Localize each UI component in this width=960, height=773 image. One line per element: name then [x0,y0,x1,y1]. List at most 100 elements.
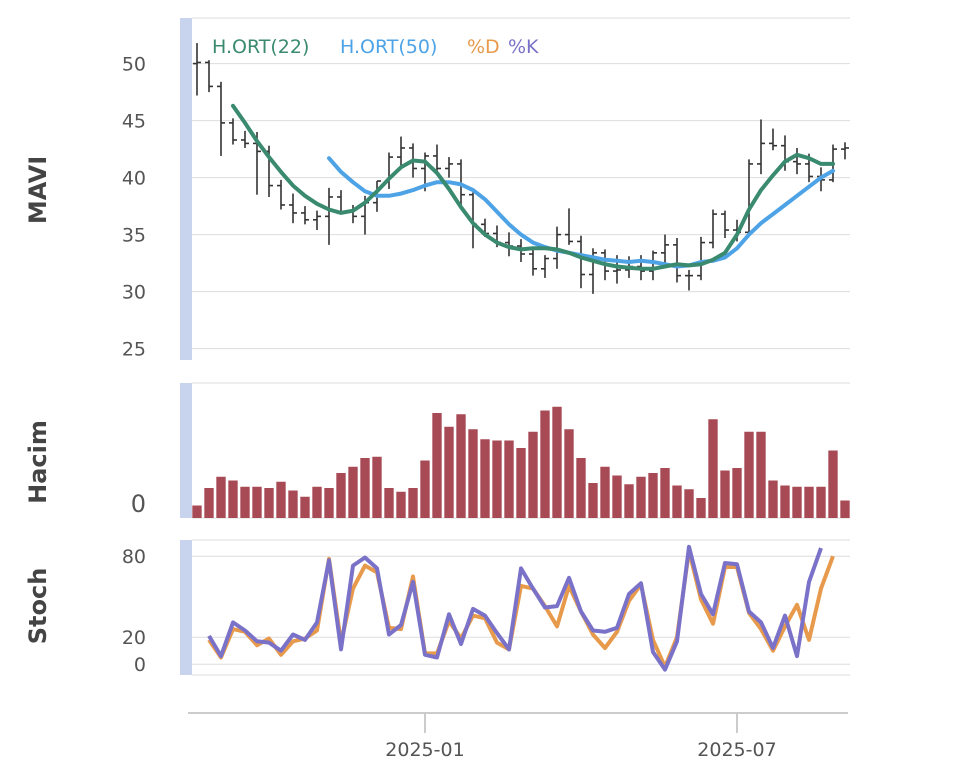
volume-bar [600,466,610,518]
volume-bar [756,431,766,518]
legend-entry-percent-k: %K [508,36,539,58]
volume-bar [624,484,634,518]
volume-panel: Hacim 0 [24,382,850,519]
price-tick-label: 45 [122,111,146,133]
volume-bar [408,488,418,518]
volume-bar [588,483,598,518]
volume-tick-label: 0 [131,490,146,518]
volume-bar [612,475,622,518]
ohlc-bar [709,209,717,249]
volume-bar [540,410,550,518]
ohlc-bar [793,147,801,175]
volume-bar [468,429,478,518]
ohlc-bar [217,81,225,156]
ohlc-bar [673,238,681,283]
legend-entry-ma50: H.ORT(50) [340,36,437,58]
volume-bar [432,413,442,518]
volume-bar [792,486,802,518]
stoch-tick-label: 20 [122,627,146,649]
volume-axis-band [180,383,192,518]
volume-bar [240,486,250,518]
legend-entry-ma22: H.ORT(22) [212,36,309,58]
volume-bar [456,414,466,518]
volume-bar [828,450,838,518]
volume-bar [648,473,658,518]
volume-bar [336,473,346,518]
ohlc-bar [277,179,285,210]
volume-bar [324,488,334,518]
ohlc-bar [445,157,453,178]
price-tick-label: 35 [122,225,146,247]
stoch-panel: Stoch 0 20 80 [24,539,850,676]
volume-bar [516,448,526,518]
volume-bar [804,486,814,518]
volume-bar [396,491,406,518]
price-tick-label: 25 [122,339,146,361]
ohlc-bar [685,269,693,291]
price-ylabel: MAVI [24,156,52,224]
volume-bar [816,486,826,518]
volume-bar [684,489,694,518]
ohlc-bar [241,130,249,148]
volume-bar [480,439,490,518]
stoch-tick-label: 0 [134,654,146,676]
ohlc-bar [313,210,321,231]
ohlc-bar [229,118,237,145]
volume-bar [360,458,370,518]
ohlc-bar [541,255,549,278]
volume-bar [300,496,310,518]
ohlc-bar [301,206,309,225]
volume-bar [732,468,742,518]
price-tick-label: 40 [122,168,146,190]
volume-bar [840,500,850,518]
volume-bar [312,486,322,518]
volume-bar [348,466,358,518]
stoch-axis-band [180,540,192,675]
volume-bar [288,490,298,518]
volume-bar [720,470,730,518]
volume-bar [492,440,502,518]
volume-bar [444,426,454,518]
ohlc-bar [205,60,213,93]
stoch-tick-label: 80 [122,546,146,568]
volume-bar [576,458,586,518]
volume-bar [372,456,382,518]
volume-bar [768,480,778,518]
ohlc-bar [697,236,705,281]
legend-entry-percent-d: %D [467,36,500,58]
volume-bar [780,485,790,518]
volume-bar [528,431,538,518]
ohlc-bar [433,144,441,171]
ohlc-bar [577,235,585,289]
volume-bar [192,505,202,518]
ohlc-bar [529,249,537,276]
volume-bar [204,488,214,518]
ohlc-bar [661,234,669,267]
volume-bar [420,460,430,518]
ohlc-bar [649,250,657,281]
volume-bar [564,429,574,518]
stoch-ylabel: Stoch [24,568,52,645]
legend: H.ORT(22) H.ORT(50) %D %K [212,36,539,58]
volume-ylabel: Hacim [24,420,52,504]
ohlc-bar [397,136,405,167]
ma22-line [231,103,835,271]
ohlc-bar [565,208,573,245]
ohlc-bar [289,193,297,224]
volume-bar [276,481,286,518]
price-tick-label: 50 [122,54,146,76]
volume-bar [744,431,754,518]
ohlc-bar [841,142,849,160]
volume-bar [228,480,238,518]
volume-bar [708,419,718,518]
volume-bar [252,486,262,518]
stoch-k-line [207,544,823,672]
date-axis: 2025-01 2025-07 [188,712,848,761]
volume-bar [504,440,514,518]
volume-bar [696,498,706,518]
stoch-d-line [207,548,835,669]
volume-bar [660,468,670,518]
price-tick-label: 30 [122,282,146,304]
